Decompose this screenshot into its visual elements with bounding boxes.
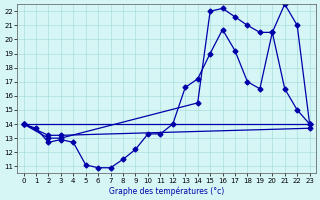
X-axis label: Graphe des températures (°c): Graphe des températures (°c) [109,186,224,196]
